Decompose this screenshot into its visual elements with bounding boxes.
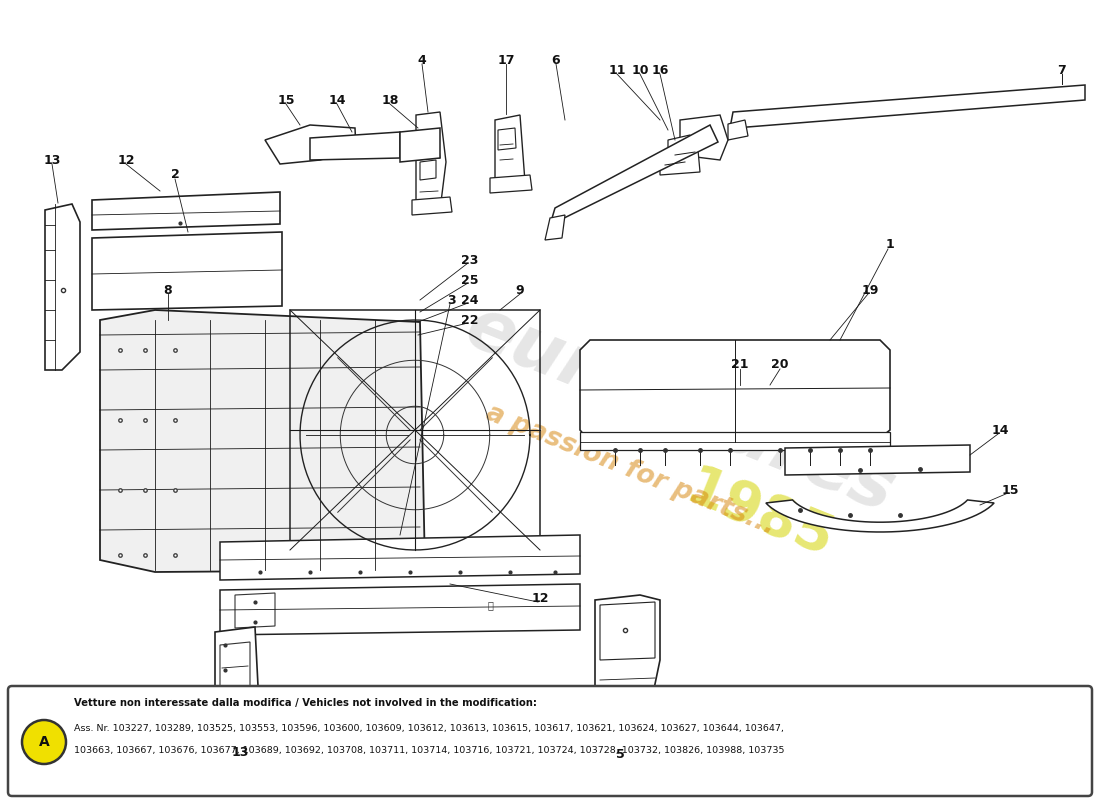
Polygon shape — [310, 132, 400, 160]
Text: 21: 21 — [732, 358, 749, 371]
Text: Vetture non interessate dalla modifica / Vehicles not involved in the modificati: Vetture non interessate dalla modifica /… — [74, 698, 537, 708]
Text: Ass. Nr. 103227, 103289, 103525, 103553, 103596, 103600, 103609, 103612, 103613,: Ass. Nr. 103227, 103289, 103525, 103553,… — [74, 723, 784, 733]
Polygon shape — [544, 215, 565, 240]
Text: 1: 1 — [886, 238, 894, 251]
Polygon shape — [214, 627, 260, 732]
Text: 5: 5 — [616, 747, 625, 761]
Polygon shape — [418, 138, 440, 160]
Text: 16: 16 — [651, 63, 669, 77]
Polygon shape — [490, 175, 532, 193]
Text: 4: 4 — [418, 54, 427, 66]
Polygon shape — [668, 135, 695, 165]
Text: 10: 10 — [631, 63, 649, 77]
Polygon shape — [92, 232, 282, 310]
Text: 3: 3 — [448, 294, 456, 306]
Polygon shape — [580, 432, 890, 450]
Text: 103663, 103667, 103676, 103677, 103689, 103692, 103708, 103711, 103714, 103716, : 103663, 103667, 103676, 103677, 103689, … — [74, 746, 784, 754]
Text: eurospares: eurospares — [455, 293, 904, 527]
Text: 17: 17 — [497, 54, 515, 66]
Polygon shape — [598, 707, 654, 730]
Text: 9: 9 — [516, 283, 525, 297]
Polygon shape — [766, 500, 994, 532]
Polygon shape — [92, 192, 280, 230]
Polygon shape — [412, 197, 452, 215]
Polygon shape — [220, 584, 580, 635]
Text: 14: 14 — [328, 94, 345, 106]
Polygon shape — [728, 120, 748, 140]
Polygon shape — [265, 125, 356, 164]
Text: 25: 25 — [461, 274, 478, 286]
Text: 1985: 1985 — [679, 461, 842, 569]
Text: 18: 18 — [382, 94, 398, 106]
Text: 6: 6 — [552, 54, 560, 66]
Polygon shape — [400, 128, 440, 162]
Text: 14: 14 — [991, 423, 1009, 437]
Polygon shape — [730, 85, 1085, 128]
Text: 13: 13 — [43, 154, 60, 166]
Polygon shape — [660, 150, 700, 175]
FancyBboxPatch shape — [8, 686, 1092, 796]
Text: 11: 11 — [608, 63, 626, 77]
Polygon shape — [680, 115, 728, 160]
Text: 20: 20 — [771, 358, 789, 371]
Text: a passion for parts...: a passion for parts... — [482, 400, 779, 540]
Polygon shape — [495, 115, 525, 185]
Circle shape — [22, 720, 66, 764]
Text: 2: 2 — [170, 169, 179, 182]
Polygon shape — [595, 595, 660, 732]
Polygon shape — [600, 602, 654, 660]
Text: 12: 12 — [531, 591, 549, 605]
Text: 15: 15 — [277, 94, 295, 106]
Polygon shape — [420, 160, 436, 180]
Text: 24: 24 — [461, 294, 478, 306]
Polygon shape — [220, 642, 250, 690]
Text: ⯈: ⯈ — [487, 600, 493, 610]
Text: 22: 22 — [461, 314, 478, 326]
Polygon shape — [785, 445, 970, 475]
Polygon shape — [45, 204, 80, 370]
Polygon shape — [550, 125, 718, 225]
Text: 8: 8 — [164, 283, 173, 297]
Polygon shape — [100, 310, 425, 572]
Text: 13: 13 — [231, 746, 249, 758]
Text: 15: 15 — [1001, 483, 1019, 497]
Polygon shape — [498, 128, 516, 150]
Text: 7: 7 — [1057, 63, 1066, 77]
Text: A: A — [39, 735, 50, 749]
Polygon shape — [580, 340, 890, 442]
Polygon shape — [416, 112, 446, 210]
Text: 19: 19 — [861, 283, 879, 297]
Polygon shape — [220, 535, 580, 580]
Text: 23: 23 — [461, 254, 478, 266]
Text: 12: 12 — [118, 154, 134, 166]
Polygon shape — [235, 593, 275, 628]
